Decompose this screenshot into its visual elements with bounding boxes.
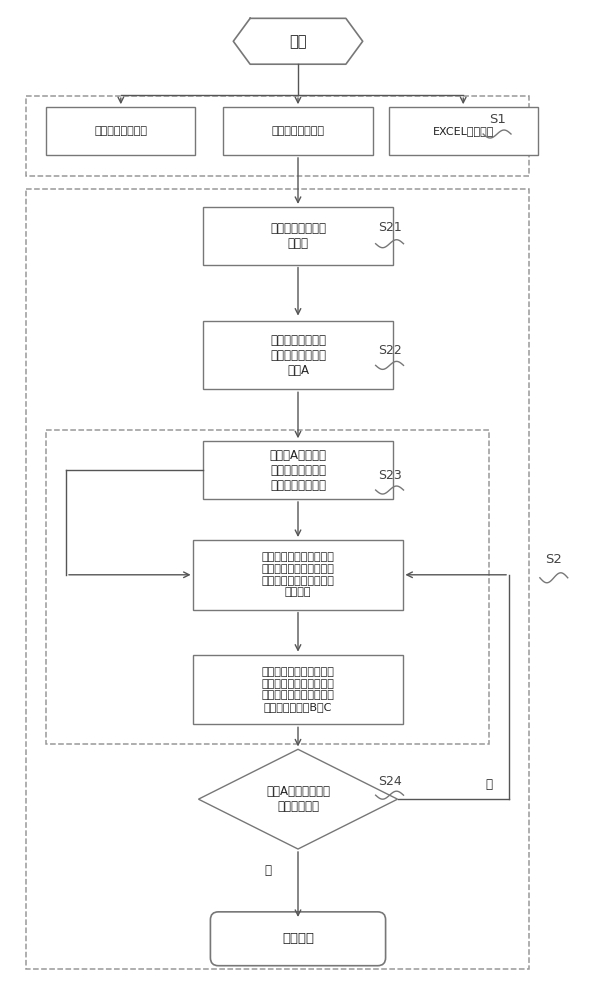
Text: 各尺寸向外扩大半
个锯宽: 各尺寸向外扩大半 个锯宽	[270, 222, 326, 250]
Text: 将选出的成品小板推向待
切割板材的左下角为基准
点，完成所选成品小板的
排版分配: 将选出的成品小板推向待 切割板材的左下角为基准 点，完成所选成品小板的 排版分配	[262, 552, 334, 597]
Text: 是: 是	[486, 778, 493, 791]
Bar	[203, 321, 393, 389]
Text: S23: S23	[378, 469, 402, 482]
Text: S24: S24	[378, 775, 402, 788]
Text: 将待加工成品小板
按宽度值降序排成
队列A: 将待加工成品小板 按宽度值降序排成 队列A	[270, 334, 326, 377]
Text: S2: S2	[545, 553, 562, 566]
Text: 输入成品小板信息: 输入成品小板信息	[272, 126, 324, 136]
Bar	[46, 107, 195, 155]
Text: 输入原始板材信息: 输入原始板材信息	[94, 126, 147, 136]
Bar	[224, 107, 372, 155]
Bar	[194, 540, 402, 610]
Bar	[203, 207, 393, 265]
Text: EXCEL导入数据: EXCEL导入数据	[433, 126, 494, 136]
Text: 队列A中有剩余待加
工成品小板？: 队列A中有剩余待加 工成品小板？	[266, 785, 330, 813]
Text: S1: S1	[489, 113, 505, 126]
Bar	[46, 430, 489, 744]
Text: S22: S22	[378, 344, 402, 357]
Polygon shape	[233, 18, 363, 64]
FancyBboxPatch shape	[210, 912, 386, 966]
Bar	[389, 107, 538, 155]
Text: 排版完成: 排版完成	[282, 932, 314, 945]
Text: 从队列A中依序选
出完全位于待切割
板材内的成品小板: 从队列A中依序选 出完全位于待切割 板材内的成品小板	[269, 449, 327, 492]
Bar	[203, 441, 393, 499]
Bar	[26, 189, 529, 969]
Text: 按选出的成品小板的高度
处对待切割板材设置横切
标记，则剩余产生两部分
新的待切割板材B和C: 按选出的成品小板的高度 处对待切割板材设置横切 标记，则剩余产生两部分 新的待切…	[262, 667, 334, 712]
Text: S21: S21	[378, 221, 402, 234]
Text: 开始: 开始	[289, 34, 307, 49]
Bar	[26, 96, 529, 176]
Bar	[194, 655, 402, 724]
Text: 否: 否	[265, 864, 272, 877]
Polygon shape	[198, 749, 398, 849]
